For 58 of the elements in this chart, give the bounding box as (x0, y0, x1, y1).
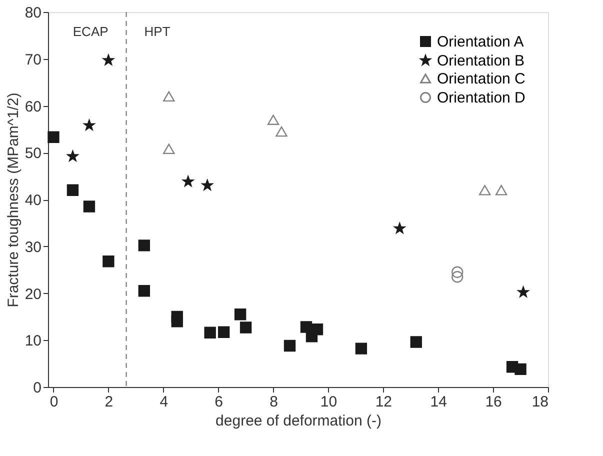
x-tick-label: 8 (270, 394, 278, 410)
point (451, 271, 464, 283)
point (48, 131, 60, 143)
x-tick-label: 16 (485, 394, 502, 410)
point (163, 91, 175, 102)
x-axis-title: degree of deformation (-) (216, 412, 382, 430)
y-tick-label: 20 (24, 286, 42, 303)
x-tick-label: 14 (430, 394, 447, 410)
legend-label: Orientation A (437, 34, 524, 50)
y-tick-label: 30 (24, 238, 42, 256)
point (202, 180, 213, 190)
point (518, 286, 529, 298)
y-tick-label: 50 (24, 145, 42, 162)
point (171, 316, 183, 328)
point (514, 363, 526, 376)
point (284, 340, 296, 352)
annotation: ECAP (72, 24, 108, 39)
legend-label: Orientation B (437, 52, 525, 70)
point (240, 322, 252, 334)
y-tick-label: 60 (24, 98, 42, 116)
point (204, 326, 216, 338)
point (84, 120, 95, 130)
point (394, 222, 406, 234)
x-tick-label: 6 (214, 394, 223, 410)
point (102, 256, 114, 268)
y-tick-label: 0 (33, 380, 42, 396)
x-tick-label: 18 (532, 394, 548, 410)
x-tick-label: 0 (50, 394, 58, 410)
point (276, 126, 288, 137)
y-tick-label: 10 (24, 332, 42, 350)
point (451, 266, 464, 278)
point (138, 285, 150, 297)
point (83, 200, 96, 212)
y-tick-label: 70 (24, 51, 42, 68)
point (234, 308, 246, 320)
point (495, 184, 508, 196)
point (66, 184, 79, 196)
point (355, 342, 368, 354)
point (163, 144, 175, 154)
point (218, 326, 230, 338)
legend-label: Orientation C (437, 70, 526, 88)
x-tick-label: 2 (104, 394, 114, 410)
point (410, 336, 422, 348)
y-tick-label: 40 (24, 192, 42, 209)
legend-label: Orientation D (437, 90, 526, 106)
point (138, 240, 150, 252)
annotation: HPT (144, 24, 170, 39)
point (182, 176, 194, 187)
point (267, 114, 280, 125)
y-tick-label: 80 (24, 4, 42, 22)
x-tick-label: 4 (160, 394, 168, 410)
point (478, 184, 491, 196)
point (311, 324, 324, 336)
point (102, 54, 114, 66)
x-tick-label: 12 (375, 394, 392, 410)
y-axis-title: Fracture toughness (MPam^1/2) (4, 92, 22, 308)
point (67, 150, 78, 162)
x-tick-label: 10 (320, 394, 338, 410)
